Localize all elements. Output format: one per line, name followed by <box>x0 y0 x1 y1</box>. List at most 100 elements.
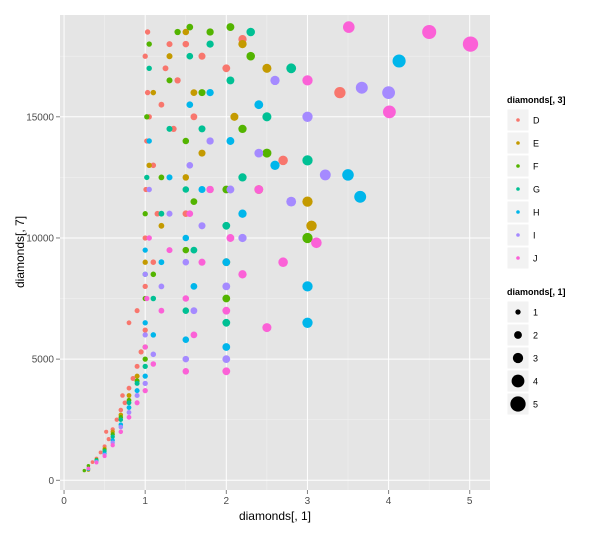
data-point-g <box>226 76 235 85</box>
data-point-d <box>190 113 198 121</box>
color-legend-title: diamonds[, 3] <box>507 95 566 105</box>
data-point-g <box>182 307 190 314</box>
data-point-j <box>422 24 437 40</box>
data-point-g <box>134 380 140 386</box>
data-point-g <box>206 40 214 48</box>
x-tick-label: 2 <box>224 496 230 507</box>
data-point-f <box>246 51 255 61</box>
data-point-g <box>118 417 124 422</box>
data-point-e <box>158 222 165 229</box>
data-point-j <box>142 387 148 394</box>
color-legend-swatch <box>516 118 520 122</box>
data-point-j <box>278 257 288 267</box>
data-point-h <box>302 281 313 292</box>
data-point-i <box>142 332 148 338</box>
data-point-d <box>154 210 161 217</box>
size-legend-dot <box>515 309 521 315</box>
data-point-j <box>190 331 198 339</box>
color-legend-label: H <box>533 208 540 218</box>
data-point-d <box>118 407 124 413</box>
data-point-j <box>110 443 115 448</box>
data-point-g <box>126 400 132 406</box>
data-point-h <box>254 100 264 110</box>
data-point-d <box>126 385 132 391</box>
data-point-d <box>134 308 140 314</box>
data-point-f <box>150 271 157 278</box>
data-point-e <box>182 28 190 36</box>
color-legend-label: F <box>533 162 539 172</box>
size-legend-label: 2 <box>533 331 538 341</box>
data-point-j <box>222 306 231 315</box>
size-legend-label: 3 <box>533 354 538 364</box>
data-point-e <box>146 162 152 169</box>
data-point-h <box>226 137 235 145</box>
data-point-j <box>206 185 214 194</box>
data-point-d <box>90 460 95 464</box>
data-point-h <box>182 336 190 343</box>
y-tick-label: 15000 <box>26 112 54 123</box>
data-point-f <box>198 89 206 97</box>
data-point-j <box>102 454 107 459</box>
color-legend-swatch <box>516 256 520 260</box>
data-point-h <box>206 88 214 97</box>
data-point-f <box>166 77 173 84</box>
color-legend-label: D <box>533 116 540 126</box>
data-point-i <box>222 355 231 363</box>
data-point-d <box>106 437 111 442</box>
data-point-d <box>198 52 206 60</box>
data-point-i <box>222 282 231 291</box>
panel-background <box>60 15 490 490</box>
color-legend-label: I <box>533 231 536 241</box>
data-point-j <box>222 367 231 376</box>
data-point-f <box>174 28 181 36</box>
data-point-j <box>198 258 206 266</box>
data-point-h <box>158 259 165 266</box>
data-point-i <box>146 186 152 193</box>
data-point-g <box>182 186 190 193</box>
data-point-i <box>142 380 148 387</box>
size-legend-dot <box>514 331 522 339</box>
data-point-d <box>334 86 346 99</box>
data-point-h <box>342 169 354 181</box>
data-point-j <box>126 414 132 420</box>
data-point-e <box>302 196 313 207</box>
data-point-g <box>302 155 313 166</box>
data-point-i <box>254 148 264 158</box>
data-point-d <box>142 53 148 59</box>
data-point-j <box>144 295 150 302</box>
data-point-g <box>142 363 148 370</box>
data-point-f <box>190 198 198 206</box>
data-point-f <box>146 41 152 47</box>
data-point-g <box>238 173 247 182</box>
data-point-g <box>150 295 157 302</box>
data-point-i <box>238 233 247 243</box>
data-point-e <box>238 39 247 49</box>
data-point-d <box>104 429 109 434</box>
size-legend-dot <box>511 374 525 388</box>
data-point-d <box>150 259 157 265</box>
data-point-d <box>142 235 148 241</box>
data-point-e <box>126 393 132 398</box>
data-point-i <box>319 169 331 181</box>
color-legend-swatch <box>516 233 520 237</box>
data-point-h <box>302 317 313 328</box>
data-point-i <box>134 392 140 399</box>
data-point-f <box>222 294 231 303</box>
data-point-f <box>144 114 150 120</box>
data-point-j <box>166 247 173 254</box>
data-point-d <box>158 101 165 108</box>
data-point-f <box>226 23 235 32</box>
data-point-d <box>182 40 190 48</box>
data-point-d <box>162 65 169 72</box>
data-point-j <box>134 400 140 406</box>
size-legend-label: 5 <box>533 400 538 410</box>
color-legend-label: J <box>533 254 538 264</box>
x-axis-ticks: 0 1 2 3 4 5 <box>61 490 473 507</box>
data-point-f <box>82 468 87 473</box>
data-point-f <box>142 211 148 217</box>
data-point-f <box>302 232 313 244</box>
data-point-e <box>142 259 148 265</box>
data-point-h <box>354 190 367 203</box>
data-point-j <box>382 105 396 119</box>
